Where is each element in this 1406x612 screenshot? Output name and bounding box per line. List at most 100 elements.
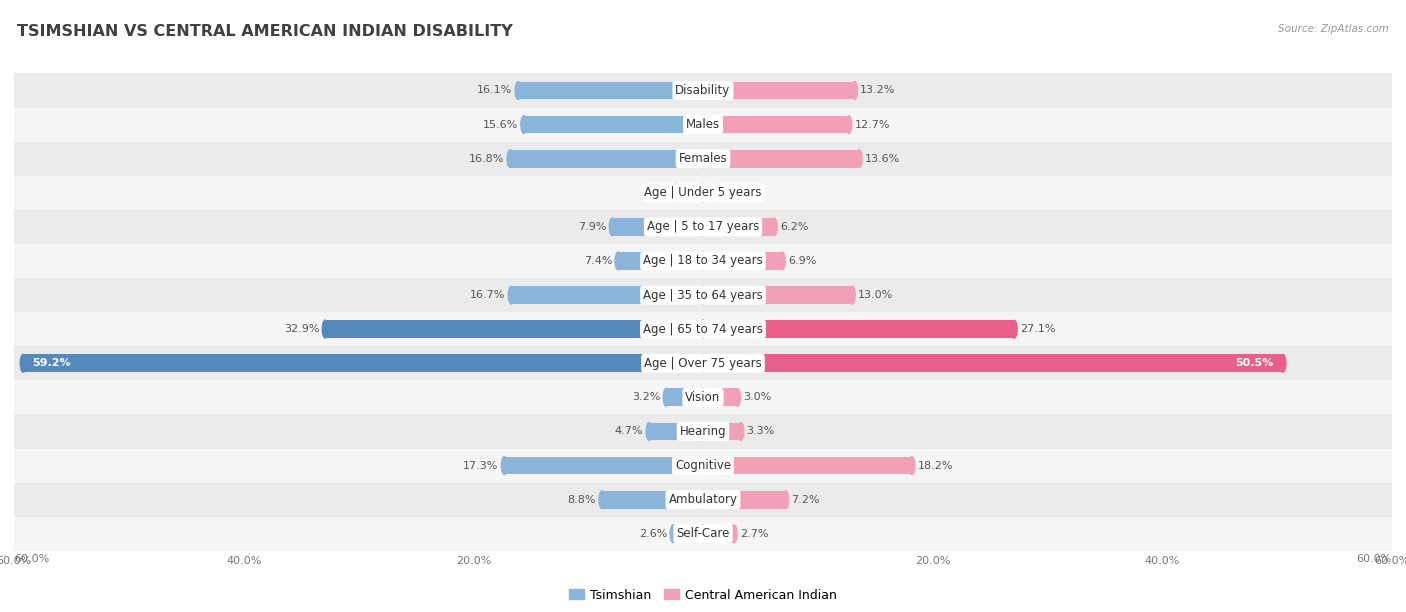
Text: 27.1%: 27.1% [1019, 324, 1056, 334]
Text: 3.3%: 3.3% [747, 427, 775, 436]
Circle shape [700, 81, 706, 99]
Text: Age | 35 to 64 years: Age | 35 to 64 years [643, 289, 763, 302]
Bar [14, 108, 1392, 141]
Bar [14, 210, 1392, 244]
Circle shape [322, 320, 328, 338]
Text: 16.7%: 16.7% [470, 290, 506, 300]
Circle shape [700, 81, 706, 99]
Circle shape [731, 525, 737, 543]
Bar [703, 457, 912, 474]
Text: 60.0%: 60.0% [14, 554, 49, 564]
Text: 7.4%: 7.4% [583, 256, 612, 266]
Text: 15.6%: 15.6% [482, 119, 519, 130]
Circle shape [700, 525, 706, 543]
Circle shape [515, 81, 522, 99]
Circle shape [20, 354, 27, 372]
Circle shape [738, 423, 744, 440]
Bar [519, 81, 703, 99]
Text: Age | Under 5 years: Age | Under 5 years [644, 186, 762, 200]
Bar [14, 449, 1392, 483]
Bar [703, 150, 859, 168]
Text: 1.3%: 1.3% [724, 188, 752, 198]
Bar [703, 389, 738, 406]
Circle shape [520, 116, 527, 133]
Bar [673, 525, 703, 543]
Circle shape [700, 491, 706, 509]
Text: 13.6%: 13.6% [865, 154, 900, 163]
Text: Source: ZipAtlas.com: Source: ZipAtlas.com [1278, 24, 1389, 34]
Bar [703, 218, 775, 236]
Circle shape [664, 389, 669, 406]
Bar [666, 389, 703, 406]
Bar [510, 150, 703, 168]
Text: 13.0%: 13.0% [858, 290, 893, 300]
Text: Hearing: Hearing [679, 425, 727, 438]
Text: Females: Females [679, 152, 727, 165]
Circle shape [1279, 354, 1286, 372]
Bar [14, 176, 1392, 210]
Bar [703, 320, 1014, 338]
Circle shape [700, 184, 706, 201]
Text: TSIMSHIAN VS CENTRAL AMERICAN INDIAN DISABILITY: TSIMSHIAN VS CENTRAL AMERICAN INDIAN DIS… [17, 24, 513, 40]
Text: 12.7%: 12.7% [855, 119, 890, 130]
Circle shape [645, 423, 652, 440]
Circle shape [852, 81, 858, 99]
Text: 18.2%: 18.2% [918, 461, 953, 471]
Circle shape [700, 320, 706, 338]
Circle shape [508, 286, 515, 304]
Text: 2.6%: 2.6% [640, 529, 668, 539]
Bar [650, 423, 703, 440]
Bar [24, 354, 703, 372]
Circle shape [700, 423, 706, 440]
Circle shape [856, 150, 862, 168]
Circle shape [734, 389, 741, 406]
Bar [619, 252, 703, 270]
Text: 32.9%: 32.9% [284, 324, 319, 334]
Legend: Tsimshian, Central American Indian: Tsimshian, Central American Indian [564, 584, 842, 606]
Circle shape [614, 252, 621, 270]
Circle shape [700, 150, 706, 168]
Text: Self-Care: Self-Care [676, 528, 730, 540]
Bar [14, 517, 1392, 551]
Text: Age | 18 to 34 years: Age | 18 to 34 years [643, 255, 763, 267]
Circle shape [700, 423, 706, 440]
Circle shape [700, 389, 706, 406]
Bar [325, 320, 703, 338]
Circle shape [700, 184, 706, 201]
Circle shape [700, 116, 706, 133]
Bar [14, 73, 1392, 108]
Text: 7.2%: 7.2% [792, 494, 820, 505]
Bar [703, 423, 741, 440]
Text: 8.8%: 8.8% [568, 494, 596, 505]
Text: 2.7%: 2.7% [740, 529, 768, 539]
Text: 7.9%: 7.9% [578, 222, 606, 232]
Bar [14, 414, 1392, 449]
Circle shape [772, 218, 778, 236]
Bar [14, 483, 1392, 517]
Bar [14, 346, 1392, 380]
Circle shape [700, 116, 706, 133]
Circle shape [849, 286, 855, 304]
Bar [703, 491, 786, 509]
Text: 3.0%: 3.0% [744, 392, 772, 402]
Circle shape [700, 252, 706, 270]
Text: Males: Males [686, 118, 720, 131]
Circle shape [910, 457, 915, 474]
Bar [14, 380, 1392, 414]
Circle shape [700, 354, 706, 372]
Circle shape [1011, 320, 1017, 338]
Text: 3.2%: 3.2% [633, 392, 661, 402]
Bar [505, 457, 703, 474]
Circle shape [672, 184, 679, 201]
Bar [512, 286, 703, 304]
Text: Age | Over 75 years: Age | Over 75 years [644, 357, 762, 370]
Circle shape [700, 286, 706, 304]
Circle shape [700, 218, 706, 236]
Text: Cognitive: Cognitive [675, 459, 731, 472]
Bar [703, 252, 782, 270]
Bar [14, 244, 1392, 278]
Circle shape [700, 491, 706, 509]
Bar [14, 278, 1392, 312]
Circle shape [783, 491, 789, 509]
Circle shape [700, 389, 706, 406]
